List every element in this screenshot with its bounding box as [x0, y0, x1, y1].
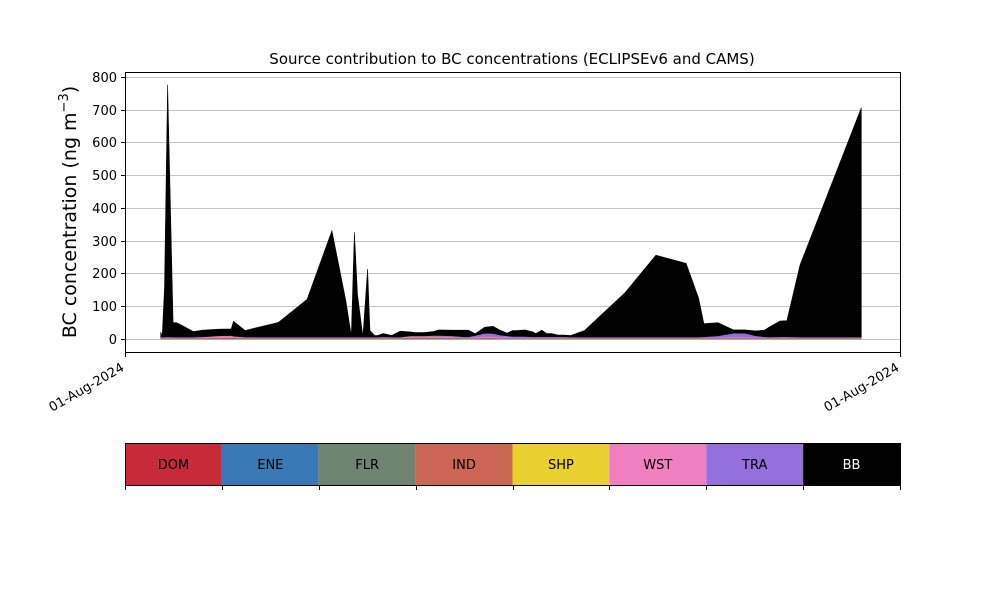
legend-label-dom: DOM: [158, 458, 189, 473]
stacked-areas: [161, 85, 862, 339]
legend-label-ind: IND: [452, 458, 476, 473]
legend-label-ene: ENE: [257, 458, 283, 473]
plot-area-frame: [126, 73, 901, 353]
y-axis-label-main: BC concentration (ng m: [59, 112, 81, 338]
legend-label-wst: WST: [643, 458, 672, 473]
y-axis-label: BC concentration (ng m−3): [57, 86, 81, 338]
legend-label-shp: SHP: [548, 458, 574, 473]
x-tick-label: 01-Aug-2024: [47, 360, 127, 415]
source-legend: DOM ENE FLR IND SHP WST TRA BB: [125, 443, 901, 490]
y-tick-label: 100: [92, 300, 117, 315]
area-bb: [161, 85, 862, 338]
y-tick-label: 500: [92, 169, 117, 184]
y-axis-label-group: BC concentration (ng m−3): [57, 86, 81, 338]
y-tick-label: 0: [109, 333, 117, 348]
y-tick-label: 700: [92, 104, 117, 119]
grid-lines: [125, 78, 900, 340]
x-axis-ticks: 01-Aug-2024 01-Aug-2024: [47, 352, 902, 416]
x-tick-label: 01-Aug-2024: [822, 360, 902, 415]
y-tick-label: 200: [92, 267, 117, 282]
y-tick-label: 300: [92, 235, 117, 250]
y-tick-label: 800: [92, 71, 117, 86]
chart-title: Source contribution to BC concentrations…: [269, 50, 754, 68]
legend-label-tra: TRA: [741, 458, 767, 473]
y-axis-label-suffix: ): [59, 86, 81, 93]
y-axis-label-exponent: −3: [57, 93, 72, 112]
y-tick-label: 600: [92, 136, 117, 151]
legend-label-flr: FLR: [355, 458, 379, 473]
y-axis-ticks: 0 100 200 300 400 500 600 700 800: [92, 71, 125, 348]
legend-label-bb: BB: [843, 458, 861, 473]
y-tick-label: 400: [92, 202, 117, 217]
